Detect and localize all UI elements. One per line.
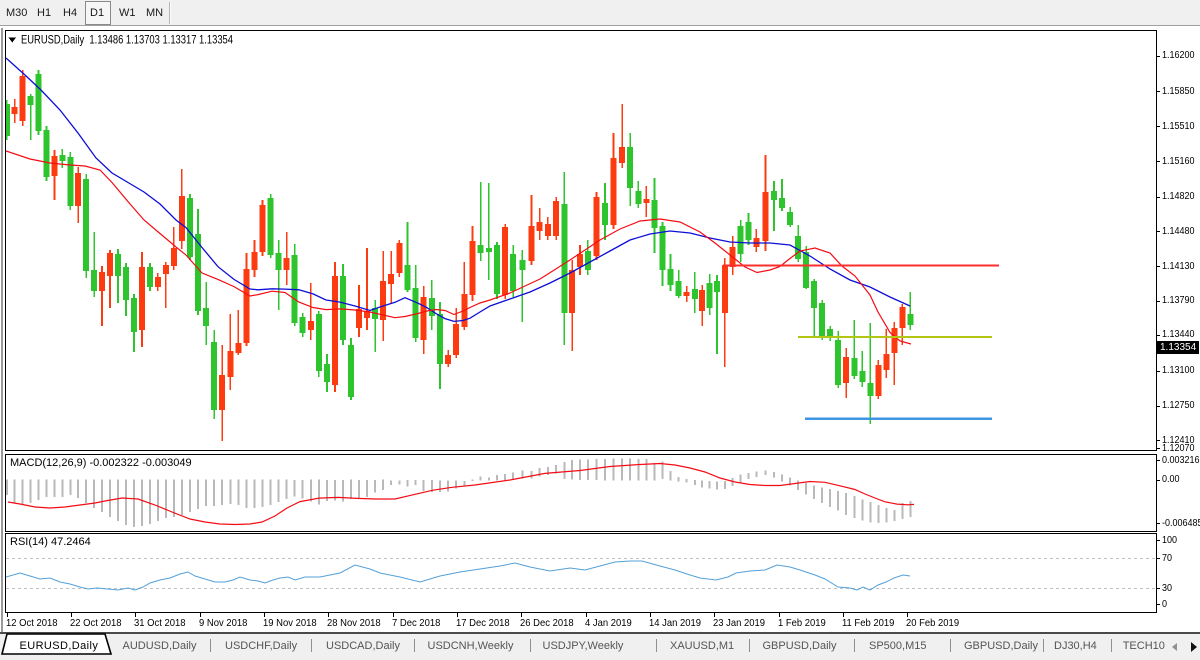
- svg-text:EURUSD,Daily 1.13486 1.13703: EURUSD,Daily 1.13486 1.13703 1.13317 1.1…: [21, 33, 233, 47]
- svg-text:MACD(12,26,9) -0.002322 -0.003: MACD(12,26,9) -0.002322 -0.003049: [10, 457, 192, 469]
- svg-text:RSI(14) 47.2464: RSI(14) 47.2464: [10, 536, 91, 548]
